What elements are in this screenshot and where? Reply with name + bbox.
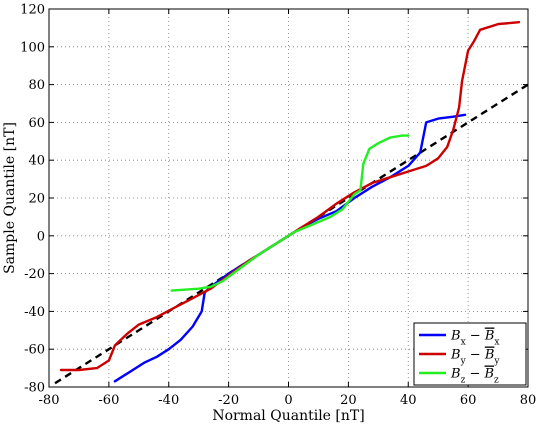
y-tick-label: -40: [24, 305, 45, 320]
y-axis-label: Sample Quantile [nT]: [2, 122, 18, 274]
x-tick-label: -80: [39, 393, 60, 408]
y-tick-label: -20: [24, 267, 45, 282]
y-tick-label: 40: [28, 154, 45, 169]
y-tick-label: -60: [24, 343, 45, 358]
series-line-by: [59, 21, 521, 372]
series-line-bx: [113, 113, 467, 383]
y-tick-label: 20: [28, 192, 45, 207]
x-tick-label: 20: [340, 393, 357, 408]
series-line-bz: [170, 134, 410, 292]
x-tick-label: -40: [158, 393, 179, 408]
x-tick-label: 80: [520, 393, 537, 408]
x-axis-label: Normal Quantile [nT]: [212, 408, 364, 424]
y-tick-label: 120: [20, 3, 45, 18]
x-tick-label: -20: [218, 393, 239, 408]
series-layer: [59, 21, 521, 383]
tick-labels: -80 -60 -40 -20 0 20 40 60 80 -80 -60 -40 -20 0 20 40 60…: [20, 3, 536, 409]
y-tick-label: 100: [20, 40, 45, 55]
ticks: [48, 8, 529, 388]
x-tick-label: -60: [98, 393, 119, 408]
x-tick-label: 40: [400, 393, 417, 408]
x-tick-label: 0: [284, 393, 292, 408]
x-tick-label: 60: [460, 393, 477, 408]
y-tick-label: 0: [37, 229, 45, 244]
y-tick-label: 60: [28, 116, 45, 131]
y-tick-label: 80: [28, 78, 45, 93]
y-tick-label: -80: [24, 381, 45, 396]
